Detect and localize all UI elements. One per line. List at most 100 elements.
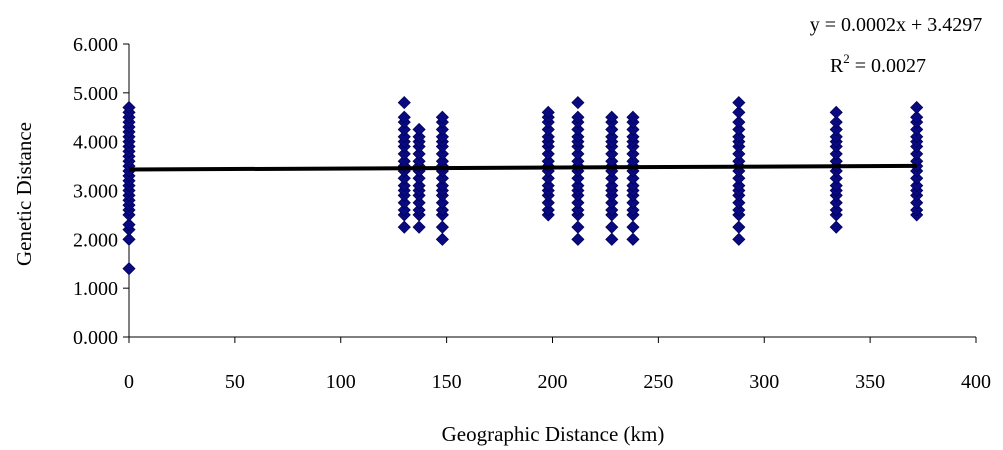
data-points	[122, 96, 924, 276]
data-point	[829, 203, 843, 217]
data-point	[910, 147, 924, 161]
data-point	[605, 110, 619, 124]
y-tick-label: 0.000	[73, 327, 118, 349]
data-point	[397, 130, 411, 144]
data-point	[829, 105, 843, 119]
r-squared-prefix: R	[830, 55, 844, 77]
data-point	[122, 100, 136, 115]
data-point	[605, 171, 619, 185]
data-point	[397, 122, 411, 137]
data-point	[626, 110, 640, 124]
data-point	[571, 110, 585, 124]
x-axis-title: Geographic Distance (km)	[442, 422, 665, 446]
data-point	[412, 203, 426, 217]
data-point	[732, 179, 746, 193]
r-squared-exponent: 2	[843, 51, 850, 66]
data-point	[122, 232, 136, 246]
data-point	[541, 105, 555, 119]
data-point	[412, 171, 426, 185]
data-point	[605, 196, 619, 210]
x-tick-label: 150	[432, 371, 462, 393]
data-point	[435, 196, 449, 210]
data-point	[397, 147, 411, 161]
data-point	[541, 179, 555, 193]
data-point	[571, 122, 585, 137]
x-axis-ticks: 0 50 100 150 200 250 300 350 400	[124, 337, 991, 393]
data-point	[122, 262, 136, 276]
data-point	[435, 147, 449, 161]
data-point	[626, 203, 640, 217]
data-point	[829, 171, 843, 185]
data-point	[829, 147, 843, 161]
data-point	[435, 179, 449, 193]
y-axis-title: Genetic Distance	[12, 122, 36, 266]
data-point	[910, 196, 924, 210]
data-point	[605, 179, 619, 193]
y-tick-label: 2.000	[73, 229, 118, 251]
x-tick-label: 50	[225, 371, 245, 393]
data-point	[626, 130, 640, 144]
data-point	[397, 110, 411, 124]
data-point	[732, 147, 746, 161]
data-point	[732, 105, 746, 119]
data-point	[829, 122, 843, 137]
data-point	[571, 179, 585, 193]
data-point	[910, 100, 924, 115]
data-point	[626, 122, 640, 137]
data-point	[626, 232, 640, 246]
data-point	[910, 122, 924, 137]
y-axis-ticks: 0.000 1.000 2.000 3.000 4.000 5.000 6.000	[73, 34, 129, 349]
y-tick-label: 3.000	[73, 181, 118, 203]
data-point	[732, 196, 746, 210]
y-tick-label: 6.000	[73, 34, 118, 56]
data-point	[732, 220, 746, 234]
data-point	[541, 203, 555, 217]
data-point	[605, 232, 619, 246]
data-point	[397, 171, 411, 185]
data-point	[541, 196, 555, 210]
data-point	[626, 147, 640, 161]
data-point	[571, 147, 585, 161]
data-point	[122, 218, 136, 232]
data-point	[397, 179, 411, 193]
data-point	[412, 179, 426, 193]
data-point	[541, 147, 555, 161]
data-point	[397, 203, 411, 217]
data-point	[541, 122, 555, 137]
data-point	[732, 171, 746, 185]
data-point	[829, 179, 843, 193]
x-tick-label: 0	[124, 371, 134, 393]
x-tick-label: 300	[749, 371, 779, 393]
data-point	[435, 171, 449, 185]
data-point	[412, 130, 426, 144]
x-tick-label: 100	[326, 371, 356, 393]
x-tick-label: 400	[961, 371, 991, 393]
data-point	[541, 130, 555, 144]
data-point	[435, 220, 449, 234]
data-point	[605, 220, 619, 234]
data-point	[910, 179, 924, 193]
data-point	[412, 122, 426, 137]
data-point	[412, 196, 426, 210]
data-point	[910, 203, 924, 217]
data-point	[435, 130, 449, 144]
data-point	[626, 196, 640, 210]
data-point	[435, 122, 449, 137]
r-squared-label: R2 = 0.0027	[830, 51, 926, 77]
data-point	[605, 203, 619, 217]
trendline	[128, 163, 917, 172]
data-point	[829, 196, 843, 210]
data-point	[732, 96, 746, 110]
data-point	[910, 130, 924, 144]
data-point	[626, 220, 640, 234]
data-point	[732, 130, 746, 144]
y-tick-label: 4.000	[73, 132, 118, 154]
data-point	[910, 171, 924, 185]
data-point	[397, 196, 411, 210]
data-point	[910, 110, 924, 124]
data-point	[732, 122, 746, 137]
data-point	[435, 110, 449, 124]
x-tick-label: 350	[855, 371, 885, 393]
data-point	[571, 96, 585, 110]
